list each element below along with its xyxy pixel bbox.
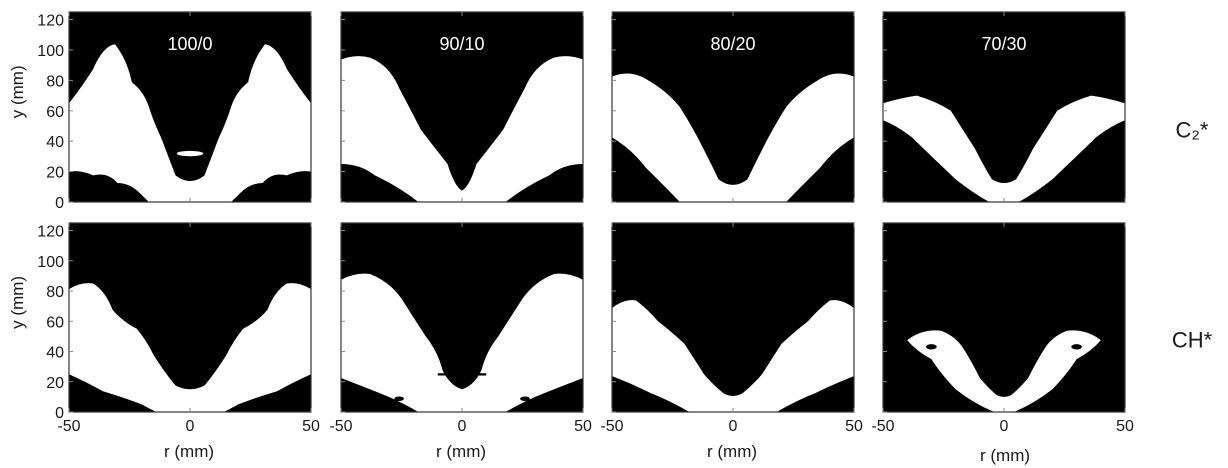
- flame-panel-r1-c4: 70/30: [882, 11, 1126, 203]
- flame-region: [612, 73, 854, 202]
- y-tick-label: 80: [46, 284, 64, 301]
- x-tick-label: 50: [302, 418, 320, 435]
- ratio-label: 90/10: [439, 34, 484, 54]
- flame-region: [883, 95, 1125, 202]
- row-label: CH*: [1172, 328, 1213, 353]
- flame-region: [341, 56, 583, 202]
- flame-panel-r2-c4: [882, 222, 1126, 413]
- x-axis-label: r (mm): [436, 442, 486, 461]
- y-tick-label: 100: [37, 254, 64, 271]
- x-tick-label: 0: [458, 418, 467, 435]
- y-axis-label: y (mm): [8, 65, 27, 118]
- ratio-label: 100/0: [167, 34, 212, 54]
- y-tick-label: 60: [46, 104, 64, 121]
- flame-spot: [520, 396, 530, 402]
- y-tick-label: 20: [46, 165, 64, 182]
- flame-region: [907, 330, 1101, 412]
- ratio-label: 70/30: [981, 34, 1026, 54]
- x-tick-label: 0: [1000, 418, 1009, 435]
- x-tick-label: -50: [871, 418, 894, 435]
- flame-spot: [437, 373, 487, 376]
- flame-panel-r2-c1: [68, 222, 312, 413]
- flame-region: [341, 273, 583, 412]
- x-tick-label: -50: [57, 418, 80, 435]
- flame-region: [69, 44, 311, 202]
- y-tick-label: 100: [37, 43, 64, 60]
- y-tick-label: 0: [55, 405, 64, 422]
- y-tick-label: 120: [37, 224, 64, 241]
- x-tick-label: 50: [574, 418, 592, 435]
- flame-spot: [394, 396, 404, 402]
- flame-panel-r1-c1: 100/0: [68, 11, 312, 203]
- y-tick-label: 40: [46, 134, 64, 151]
- y-tick-label: 20: [46, 375, 64, 392]
- y-tick-label: 0: [55, 195, 64, 212]
- panel-background: [883, 223, 1125, 412]
- ratio-label: 80/20: [710, 34, 755, 54]
- x-tick-label: 50: [845, 418, 863, 435]
- y-tick-label: 40: [46, 345, 64, 362]
- flame-spot: [1071, 344, 1082, 350]
- y-tick-label: 80: [46, 73, 64, 90]
- flame-spot: [176, 150, 204, 157]
- y-tick-label: 120: [37, 13, 64, 30]
- x-axis-label: r (mm): [980, 446, 1030, 465]
- x-tick-label: -50: [600, 418, 623, 435]
- y-tick-label: 60: [46, 314, 64, 331]
- x-tick-label: 50: [1116, 418, 1134, 435]
- flame-region: [612, 300, 854, 412]
- x-tick-label: 0: [729, 418, 738, 435]
- row-label: C₂*: [1176, 117, 1209, 142]
- flame-panel-r2-c2: [340, 222, 584, 413]
- x-axis-label: r (mm): [164, 442, 214, 461]
- x-axis-label: r (mm): [707, 442, 757, 461]
- y-axis-label: y (mm): [8, 276, 27, 329]
- x-tick-label: -50: [329, 418, 352, 435]
- flame-region: [69, 283, 311, 412]
- flame-spot: [926, 344, 937, 350]
- x-tick-label: 0: [186, 418, 195, 435]
- flame-panel-r1-c2: 90/10: [340, 11, 584, 203]
- flame-panel-r2-c3: [611, 222, 855, 413]
- flame-panel-r1-c3: 80/20: [611, 11, 855, 203]
